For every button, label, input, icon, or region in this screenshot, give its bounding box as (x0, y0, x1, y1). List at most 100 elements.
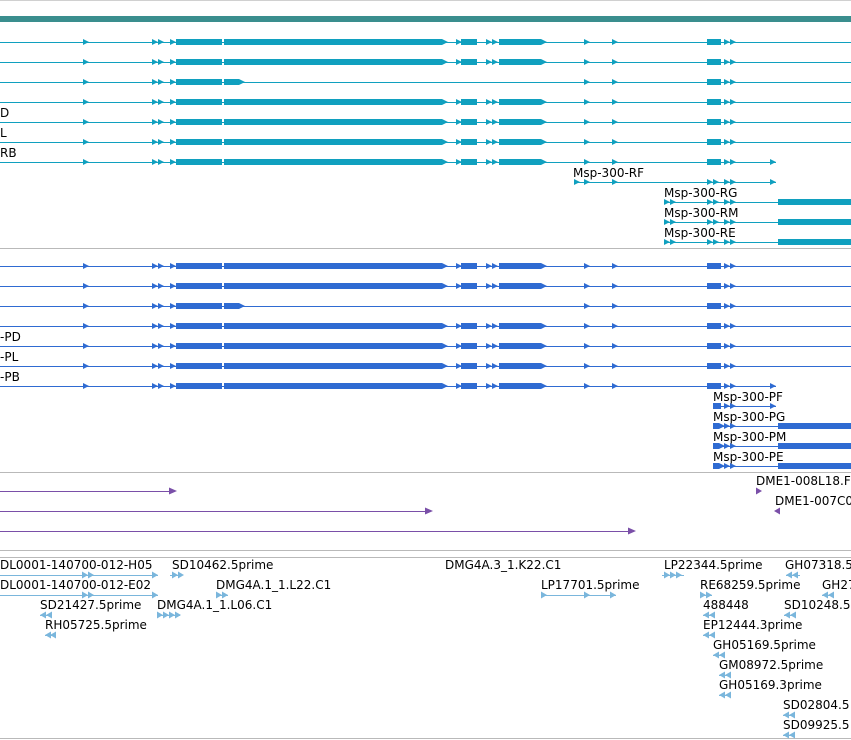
exon-arrow (492, 343, 498, 349)
exon-arrow (725, 691, 731, 699)
exon-block (224, 343, 448, 349)
exon-arrow (584, 263, 590, 269)
exon-arrow (152, 591, 158, 599)
exon-arrow (719, 463, 725, 469)
exon-arrow (713, 651, 719, 659)
exon-arrow (730, 199, 736, 205)
est-label[interactable]: SD21427.5prime (40, 598, 141, 612)
scale-bar (0, 16, 851, 22)
clone-label[interactable]: DME1-008L18.F (756, 474, 851, 488)
exon-block (778, 239, 851, 245)
exon-arrow (456, 323, 462, 329)
exon-arrow (83, 323, 89, 329)
exon-block (707, 59, 721, 65)
exon-block (224, 363, 448, 369)
exon-arrow (724, 59, 730, 65)
transcript-label[interactable]: D (0, 106, 9, 120)
est-label[interactable]: DMG4A.3_1.K22.C1 (445, 558, 561, 572)
exon-block (707, 303, 721, 309)
exon-arrow (756, 487, 762, 495)
exon-arrow (700, 591, 706, 599)
transcript-label[interactable]: -PL (0, 350, 19, 364)
exon-arrow (703, 631, 709, 639)
transcript-label[interactable]: -PB (0, 370, 20, 384)
exon-arrow (170, 119, 176, 125)
est-label[interactable]: RE68259.5prime (700, 578, 801, 592)
exon-arrow (730, 323, 736, 329)
exon-block (224, 39, 448, 45)
exon-block (176, 139, 222, 145)
est-label[interactable]: DL0001-140700-012-H05 (0, 558, 152, 572)
exon-arrow (792, 571, 798, 579)
est-label[interactable]: GH27 (822, 578, 851, 592)
exon-arrow (170, 263, 176, 269)
exon-arrow (612, 303, 618, 309)
exon-block (778, 199, 851, 205)
exon-block (778, 219, 851, 225)
exon-block (461, 99, 477, 105)
transcript-label[interactable]: -PD (0, 330, 21, 344)
exon-arrow (707, 199, 713, 205)
exon-arrow (456, 139, 462, 145)
exon-arrow (828, 591, 834, 599)
clone-label[interactable]: DME1-007C0 (775, 494, 851, 508)
exon-arrow (730, 343, 736, 349)
exon-arrow (584, 323, 590, 329)
est-label[interactable]: DMG4A.1_1.L06.C1 (157, 598, 272, 612)
exon-arrow (730, 219, 736, 225)
exon-arrow (492, 39, 498, 45)
est-label[interactable]: GH07318.5 (785, 558, 851, 572)
exon-arrow (770, 383, 776, 389)
est-label[interactable]: GM08972.5prime (719, 658, 823, 672)
exon-arrow (713, 239, 719, 245)
exon-block (461, 139, 477, 145)
transcript-label[interactable]: Msp-300-RE (664, 226, 736, 240)
est-label[interactable]: SD10248.5 (784, 598, 850, 612)
exon-block (461, 343, 477, 349)
exon-block (707, 363, 721, 369)
exon-arrow (456, 119, 462, 125)
est-label[interactable]: GH05169.3prime (719, 678, 822, 692)
est-label[interactable]: DL0001-140700-012-E02 (0, 578, 151, 592)
transcript-label[interactable]: Msp-300-RF (573, 166, 644, 180)
est-label[interactable]: LP17701.5prime (541, 578, 640, 592)
exon-arrow (725, 671, 731, 679)
exon-arrow (222, 591, 228, 599)
exon-arrow (486, 283, 492, 289)
transcript-label[interactable]: Msp-300-PM (713, 430, 786, 444)
est-label[interactable]: LP22344.5prime (664, 558, 763, 572)
transcript-label[interactable]: Msp-300-RG (664, 186, 737, 200)
transcript-label[interactable]: Msp-300-PE (713, 450, 784, 464)
est-label[interactable]: RH05725.5prime (45, 618, 147, 632)
transcript-label[interactable]: RB (0, 146, 17, 160)
est-label[interactable]: GH05169.5prime (713, 638, 816, 652)
est-label[interactable]: DMG4A.1_1.L22.C1 (216, 578, 331, 592)
exon-block (461, 119, 477, 125)
exon-arrow (152, 571, 158, 579)
est-label[interactable]: SD02804.5 (783, 698, 849, 712)
transcript-label[interactable]: Msp-300-RM (664, 206, 738, 220)
exon-arrow (730, 99, 736, 105)
est-label[interactable]: SD09925.5 (783, 718, 849, 732)
transcript-label[interactable]: Msp-300-PG (713, 410, 785, 424)
exon-block (176, 343, 222, 349)
exon-arrow (707, 179, 713, 185)
exon-block (707, 323, 721, 329)
est-label[interactable]: 488448 (703, 598, 749, 612)
exon-arrow (786, 571, 792, 579)
exon-block (713, 463, 719, 469)
exon-arrow (719, 651, 725, 659)
exon-arrow (158, 303, 164, 309)
est-label[interactable]: EP12444.3prime (703, 618, 802, 632)
transcript-label[interactable]: L (0, 126, 7, 140)
exon-arrow (170, 363, 176, 369)
exon-arrow (158, 323, 164, 329)
exon-block (707, 383, 721, 389)
exon-block (499, 119, 547, 125)
exon-arrow (40, 611, 46, 619)
exon-arrow (88, 591, 94, 599)
transcript-label[interactable]: Msp-300-PF (713, 390, 783, 404)
exon-arrow (730, 423, 736, 429)
est-label[interactable]: SD10462.5prime (172, 558, 273, 572)
exon-block (499, 59, 547, 65)
